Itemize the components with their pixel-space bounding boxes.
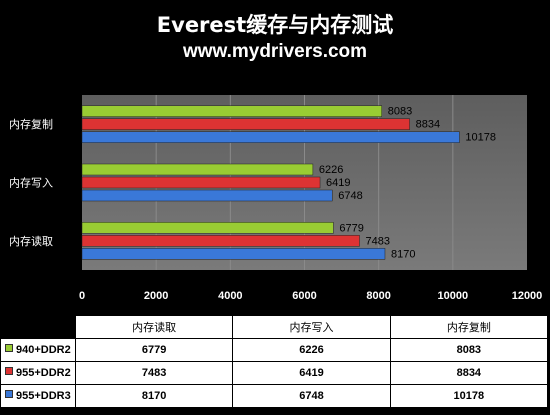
column-header: 内存写入: [232, 315, 391, 339]
data-table: 内存读取 内存写入 内存复制 940+DDR2 6779 6226 8083 9…: [0, 315, 549, 408]
bar: [81, 248, 386, 260]
row-label: 955+DDR2: [16, 367, 71, 379]
category-label: 内存读取: [9, 234, 53, 248]
bar: [81, 163, 314, 176]
category-label: 内存复制: [9, 117, 53, 131]
x-tick-label: 0: [79, 290, 85, 302]
data-label: 7483: [365, 235, 389, 247]
table-cell: 10178: [389, 384, 549, 408]
bar-chart: 0 2000 4000 6000 8000 10000 12000 8083 8834 10178…: [9, 95, 543, 302]
table-cell: 8834: [389, 361, 549, 385]
x-tick-label: 4000: [218, 290, 242, 302]
x-tick-label: 2000: [144, 290, 168, 302]
table-cell: 8083: [389, 338, 549, 362]
table-cell: 6419: [232, 361, 391, 385]
data-label: 6748: [338, 190, 362, 202]
column-header: 内存复制: [389, 315, 549, 339]
bar: [81, 131, 460, 143]
bar: [81, 118, 410, 130]
row-label: 955+DDR3: [16, 390, 71, 402]
column-header: 内存读取: [74, 315, 234, 339]
data-label: 6779: [339, 222, 363, 234]
table-cell: 7483: [74, 361, 234, 385]
legend-key-955-ddr3: [5, 390, 13, 398]
chart-subtitle: www.mydrivers.com: [182, 41, 368, 62]
table-cell: 6748: [232, 384, 391, 408]
bar: [81, 176, 321, 189]
x-tick-label: 8000: [366, 290, 390, 302]
x-tick-label: 10000: [438, 290, 469, 302]
category-label: 内存写入: [9, 176, 53, 190]
data-label: 8834: [416, 119, 440, 131]
legend-key-940-ddr2: [5, 344, 13, 352]
data-label: 8170: [391, 248, 415, 260]
table-row: 955+DDR2 7483 6419 8834: [0, 361, 549, 385]
data-label: 6226: [319, 164, 343, 176]
bar: [81, 222, 334, 234]
table-cell: 6226: [232, 338, 391, 362]
x-tick-label: 6000: [292, 290, 316, 302]
table-row: 940+DDR2 6779 6226 8083: [0, 338, 549, 362]
bar: [81, 235, 360, 247]
table-row: 955+DDR3 8170 6748 10178: [0, 384, 549, 408]
table-cell: 6779: [74, 338, 234, 362]
data-label: 6419: [326, 177, 350, 189]
data-label: 8083: [388, 106, 412, 118]
table-cell: 8170: [74, 384, 234, 408]
legend-key-955-ddr2: [5, 367, 13, 375]
data-label: 10178: [465, 132, 496, 144]
row-label: 940+DDR2: [16, 344, 71, 356]
bar: [81, 105, 382, 117]
chart-title: Everest缓存与内存测试: [156, 13, 394, 37]
bar: [81, 189, 333, 202]
x-tick-label: 12000: [512, 290, 543, 302]
